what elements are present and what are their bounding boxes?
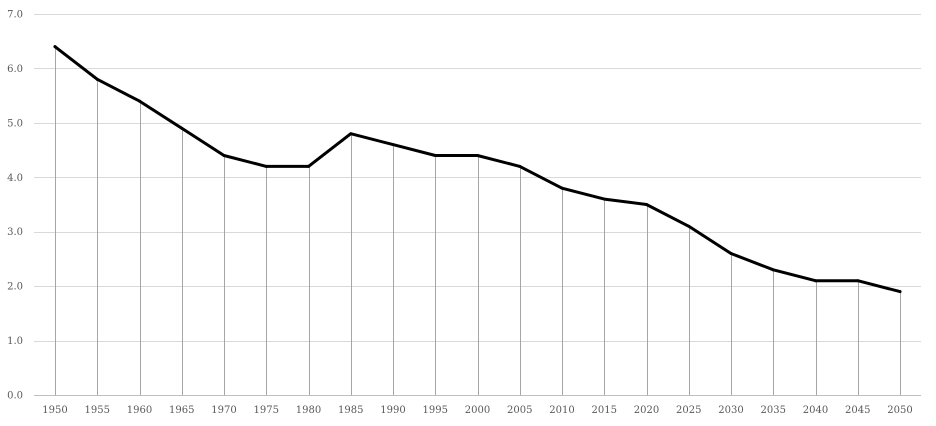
x-tick-label: 2000 (465, 405, 490, 416)
x-tick-label: 1965 (169, 405, 194, 416)
data-point-1950 (53, 45, 57, 49)
x-axis-tick-labels: 1950 1955 1960 1965 1970 1975 1980 1985 1990 1995… (42, 405, 912, 416)
data-point-1985 (349, 132, 353, 136)
y-tick-label: 3.0 (7, 227, 23, 238)
data-point-1990 (391, 143, 395, 147)
x-tick-label: 1990 (380, 405, 405, 416)
x-tick-label: 2030 (718, 405, 743, 416)
drop-lines (55, 46, 901, 395)
x-tick-label: 1950 (42, 405, 67, 416)
x-tick-label: 1955 (85, 405, 110, 416)
x-tick-label: 2050 (887, 405, 912, 416)
data-point-2040 (814, 279, 817, 283)
y-tick-label: 6.0 (7, 64, 23, 75)
x-tick-label: 1960 (127, 405, 152, 416)
data-point-2015 (602, 197, 606, 201)
data-point-1995 (433, 154, 437, 158)
x-tick-label: 2035 (761, 405, 786, 416)
x-tick-label: 1975 (254, 405, 279, 416)
series-layer (53, 45, 902, 294)
data-point-2010 (560, 186, 564, 190)
data-point-1965 (180, 126, 184, 130)
y-axis-tick-labels: 0.0 1.0 2.0 3.0 4.0 5.0 6.0 7.0 (7, 10, 23, 402)
x-tick-label: 2025 (676, 405, 701, 416)
data-point-2025 (687, 224, 691, 228)
y-tick-label: 1.0 (7, 336, 23, 347)
x-tick-label: 1995 (423, 405, 448, 416)
data-point-1980 (307, 164, 310, 168)
series-line (53, 45, 902, 294)
y-tick-label: 5.0 (7, 118, 23, 129)
data-point-1975 (264, 164, 268, 168)
data-point-2020 (645, 203, 648, 206)
x-tick-label: 1980 (296, 405, 321, 416)
data-point-1970 (222, 154, 226, 158)
y-tick-label: 0.0 (7, 391, 23, 402)
data-point-2030 (729, 251, 733, 255)
x-tick-label: 2045 (845, 405, 870, 416)
x-tick-label: 1985 (338, 405, 363, 416)
x-tick-label: 2040 (803, 405, 828, 416)
x-tick-label: 2005 (507, 405, 532, 416)
horizontal-gridlines (34, 14, 921, 342)
x-tick-label: 2020 (634, 405, 659, 416)
data-point-2045 (856, 279, 860, 283)
data-point-2005 (518, 164, 522, 168)
x-tick-label: 2010 (549, 405, 574, 416)
x-tick-label: 2015 (592, 405, 617, 416)
data-point-2000 (476, 154, 479, 158)
data-point-2050 (898, 290, 902, 294)
y-tick-label: 7.0 (7, 10, 23, 21)
data-point-1960 (138, 99, 141, 103)
data-point-2035 (771, 268, 775, 272)
y-tick-label: 4.0 (7, 173, 23, 184)
data-point-1955 (95, 77, 99, 81)
y-tick-label: 2.0 (7, 282, 23, 293)
x-tick-label: 1970 (211, 405, 236, 416)
